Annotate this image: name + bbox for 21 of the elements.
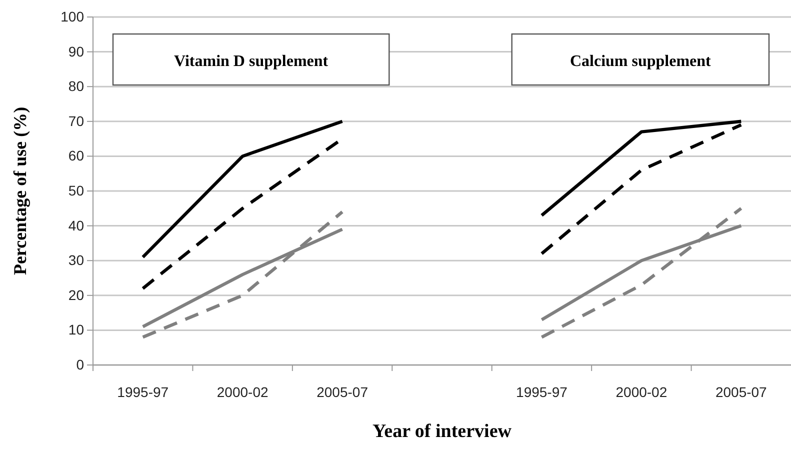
y-tick-label: 30 (68, 252, 84, 268)
x-tick-label: 2000-02 (616, 384, 668, 400)
x-tick-label: 2005-07 (316, 384, 368, 400)
x-tick-label: 2000-02 (216, 384, 268, 400)
y-axis-title: Percentage of use (%) (10, 106, 30, 276)
annotation: Vitamin D supplement (174, 53, 329, 70)
x-axis-title: Year of interview (372, 421, 512, 442)
x-tick-label: 1995-97 (117, 384, 169, 400)
y-tick-label: 70 (68, 112, 84, 129)
y-tick-label: 0 (76, 356, 84, 372)
y-tick-label: 100 (60, 8, 84, 24)
annotation: Calcium supplement (570, 53, 712, 70)
y-tick-label: 60 (68, 148, 84, 164)
y-tick-label: 20 (68, 286, 84, 303)
y-tick-label: 10 (68, 322, 84, 338)
y-tick-label: 40 (68, 217, 84, 234)
x-tick-label: 2005-07 (715, 384, 768, 400)
y-tick-label: 80 (68, 78, 84, 94)
x-tick-label: 1995-97 (516, 384, 568, 400)
y-tick-label: 90 (68, 43, 84, 60)
y-tick-label: 50 (68, 182, 84, 198)
